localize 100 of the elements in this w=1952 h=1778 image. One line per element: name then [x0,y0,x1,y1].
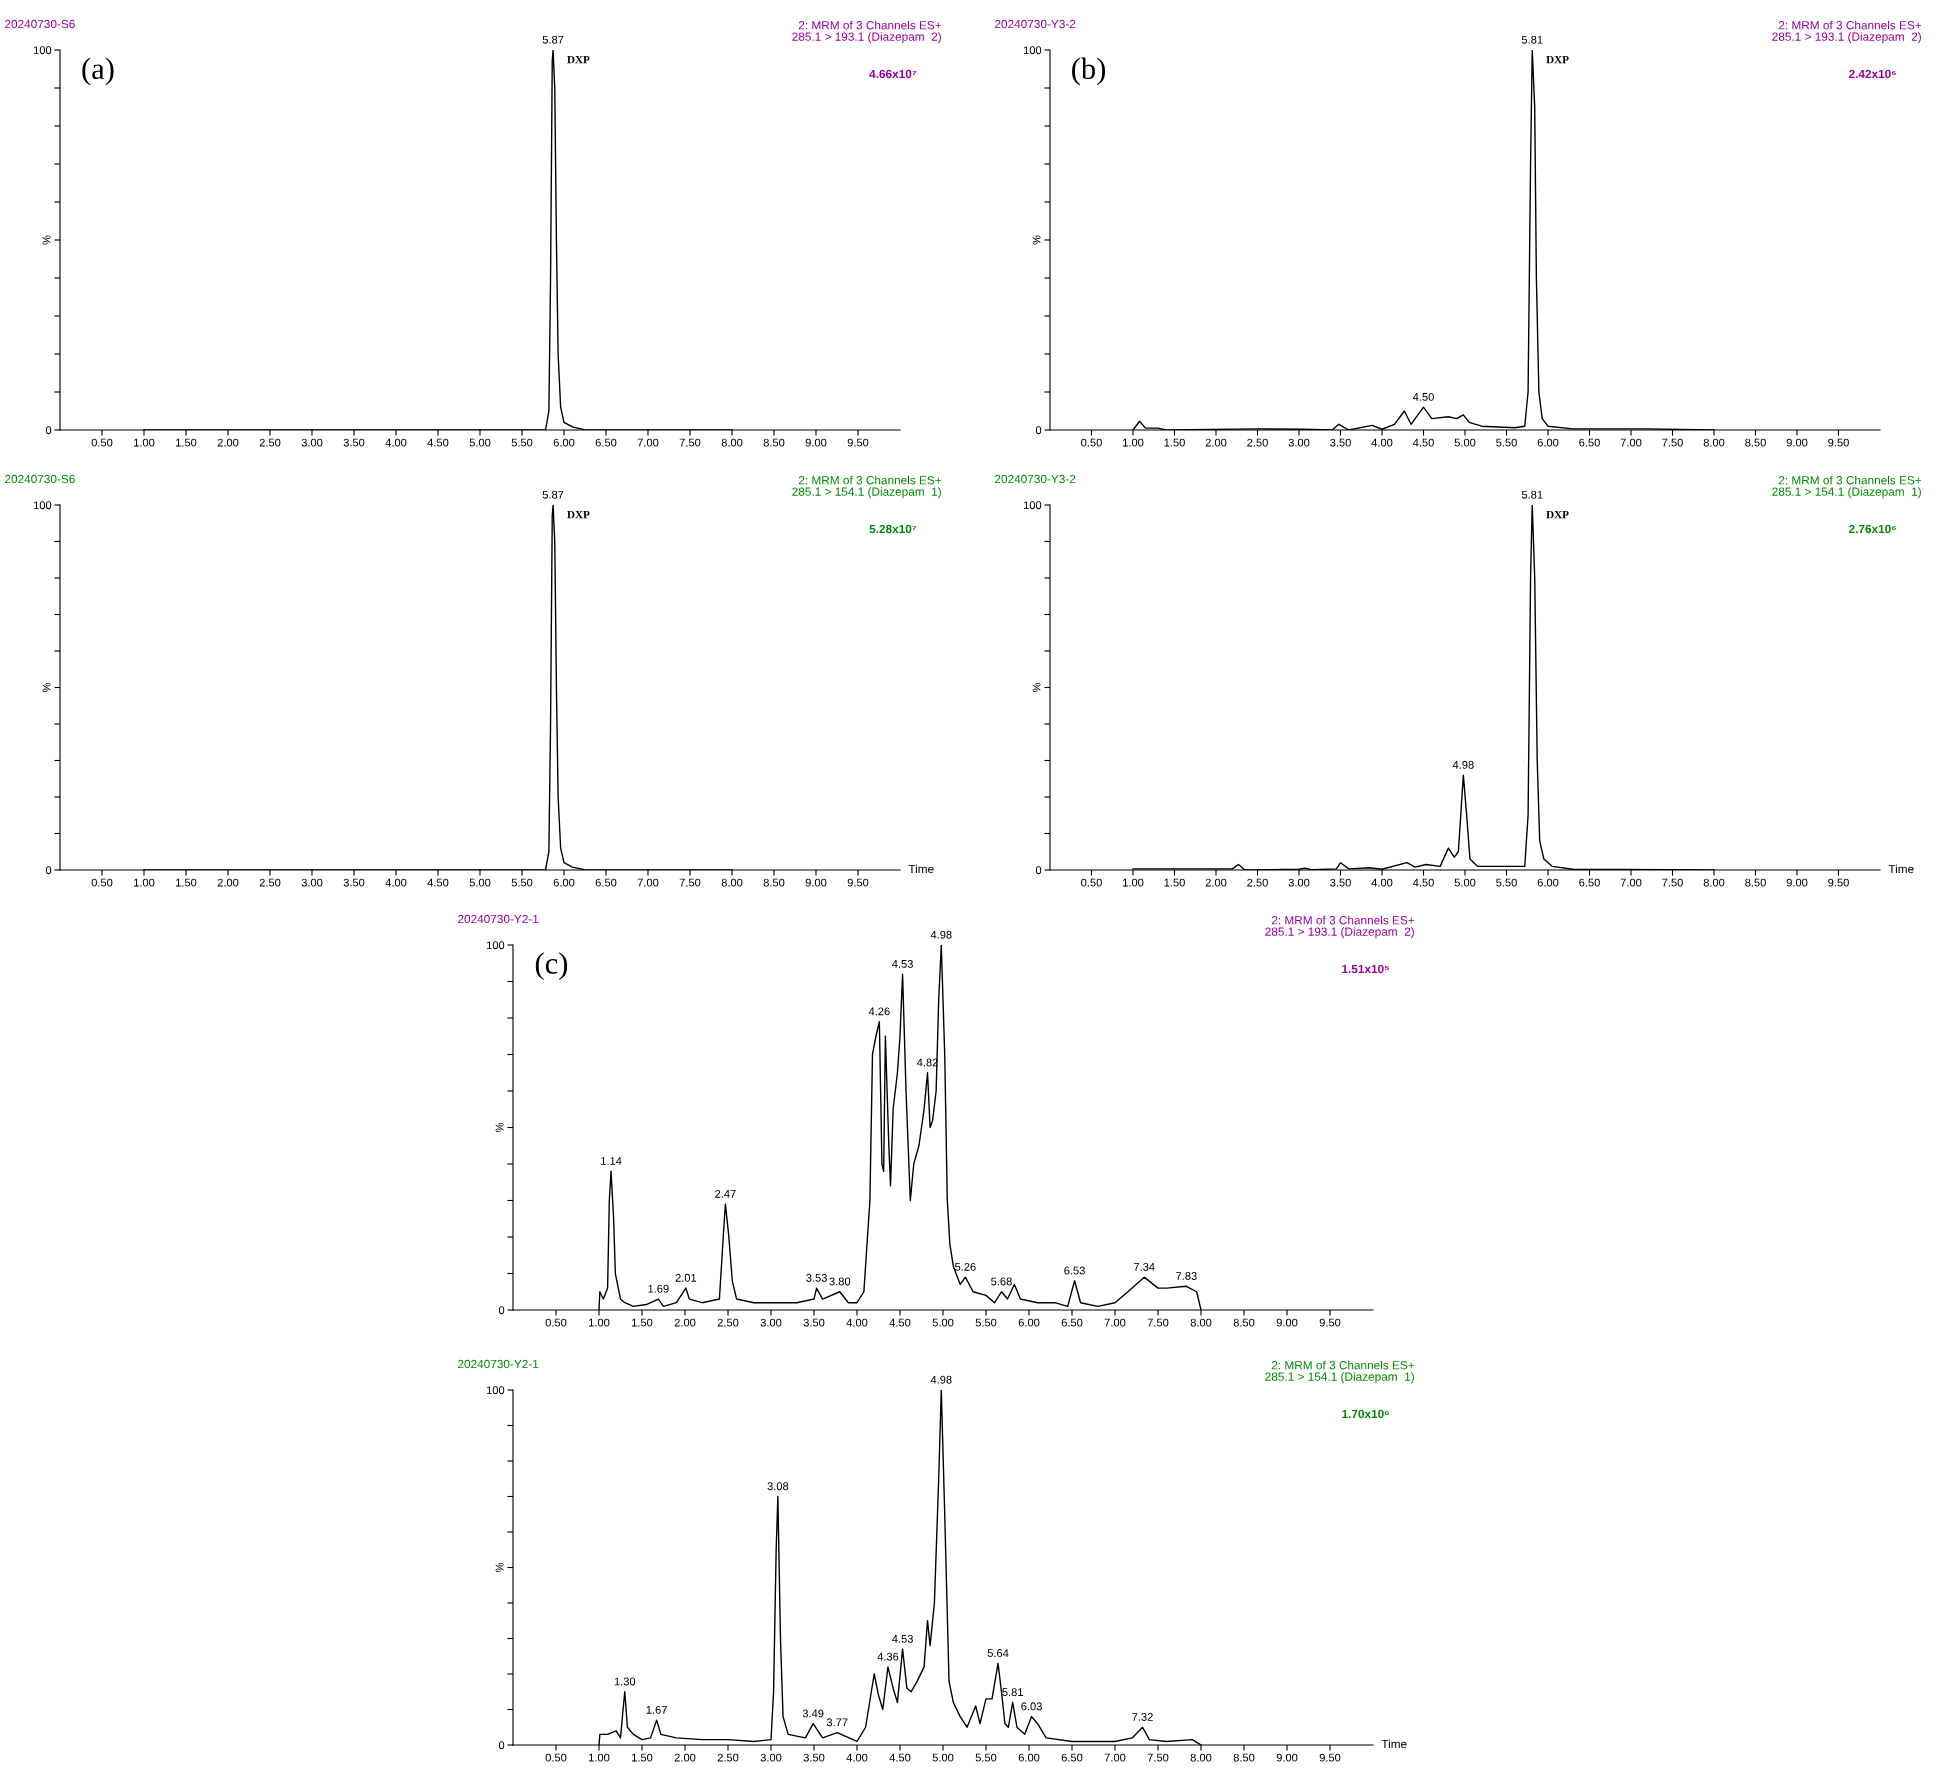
x-tick-label: 1.00 [134,878,155,887]
annotation: DXP [1546,55,1569,64]
x-tick-label: 2.50 [1247,878,1268,887]
annotation: 5.81 [1002,1688,1023,1697]
x-tick-label: 6.50 [595,438,617,447]
x-tick-label: 2.00 [217,878,239,887]
x-tick-label: 1.00 [134,438,155,447]
annotation: DXP [567,510,590,519]
y-tick-label: 0 [1035,426,1042,435]
x-tick-label: 3.00 [1288,878,1310,887]
x-tick-label: 9.00 [1786,438,1808,447]
chart-subtitle: 2: MRM of 3 Channels ES+ 285.1 > 154.1 (Diazepam 1) [1772,475,1922,499]
x-tick-label: 8.50 [1233,1318,1255,1327]
x-tick-label: 1.50 [632,1318,653,1327]
y-axis-title: % [1032,682,1041,693]
annotation: (a) [82,57,114,86]
x-tick-label: 4.50 [1412,878,1434,887]
annotation: 1.51x10⁵ [1342,964,1389,974]
annotation: DXP [1546,510,1569,519]
y-axis-title: % [42,682,51,693]
x-tick-label: 3.50 [1330,438,1351,447]
x-tick-label: 4.00 [385,438,407,447]
x-tick-label: 2.50 [259,438,281,447]
x-tick-label: 3.00 [760,1753,782,1762]
annotation: 2.01 [675,1273,697,1282]
chart-subtitle: 2: MRM of 3 Channels ES+ 285.1 > 193.1 (Diazepam 2) [1772,20,1922,44]
x-tick-label: 3.00 [301,438,323,447]
annotation: 4.53 [892,1634,913,1643]
x-tick-label: 3.50 [803,1753,825,1762]
x-tick-label: 1.50 [176,438,197,447]
annotation: 7.34 [1134,1262,1155,1271]
x-tick-label: 1.50 [1164,878,1185,887]
chart-title: 20240730-Y3-2 [995,474,1076,484]
x-tick-label: 5.50 [1496,438,1517,447]
chart-subtitle: 2: MRM of 3 Channels ES+ 285.1 > 154.1 (Diazepam 1) [792,475,942,499]
y-axis-title: % [495,1562,504,1573]
x-axis-title: Time [1381,1739,1407,1749]
x-tick-label: 3.50 [803,1318,825,1327]
x-tick-label: 4.00 [385,878,407,887]
annotation: 5.87 [542,490,564,499]
x-tick-label: 5.50 [975,1318,997,1327]
annotation: 4.36 [877,1652,899,1661]
annotation: 4.98 [1452,760,1474,769]
annotation: 4.26 [868,1007,890,1016]
x-tick-label: 3.00 [1288,438,1310,447]
x-tick-label: 6.00 [553,878,575,887]
x-tick-label: 3.50 [343,438,365,447]
x-tick-label: 0.50 [91,878,113,887]
x-tick-label: 5.00 [469,878,491,887]
x-tick-label: 7.00 [1104,1753,1126,1762]
x-tick-label: 8.50 [1745,878,1766,887]
y-axis-title: % [495,1122,504,1133]
x-tick-label: 5.50 [1496,878,1517,887]
chart-title: 20240730-Y2-1 [458,914,539,924]
x-axis-title: Time [1888,864,1914,874]
x-tick-label: 4.00 [1371,878,1393,887]
x-tick-label: 7.50 [679,878,701,887]
y-tick-label: 100 [33,46,52,55]
y-axis-title: % [42,235,51,245]
y-tick-label: 0 [1035,866,1042,875]
x-tick-label: 0.50 [1081,878,1102,887]
x-tick-label: 1.50 [632,1753,653,1762]
annotation: 2.42x10⁶ [1848,69,1896,79]
y-tick-label: 100 [1023,46,1042,55]
y-tick-label: 100 [486,1386,505,1395]
annotation: 3.08 [767,1482,789,1491]
x-tick-label: 1.00 [1123,438,1144,447]
annotation: 4.66x10⁷ [869,69,917,79]
x-tick-label: 9.00 [805,438,827,447]
annotation: 5.68 [991,1277,1012,1286]
annotation: 5.81 [1521,35,1543,44]
x-tick-label: 2.50 [1247,438,1268,447]
x-tick-label: 5.00 [469,438,491,447]
x-tick-label: 7.50 [1662,438,1683,447]
x-tick-label: 9.50 [1319,1318,1341,1327]
x-tick-label: 8.00 [1190,1753,1212,1762]
x-tick-label: 6.00 [1018,1753,1040,1762]
x-tick-label: 5.50 [511,438,533,447]
chart-title: 20240730-Y3-2 [995,19,1076,29]
x-tick-label: 3.50 [1330,878,1351,887]
x-tick-label: 8.50 [763,878,785,887]
x-tick-label: 9.00 [805,878,827,887]
x-tick-label: 8.50 [1745,438,1766,447]
x-tick-label: 7.00 [1104,1318,1126,1327]
x-tick-label: 3.00 [301,878,323,887]
chart-title: 20240730-Y2-1 [458,1359,539,1369]
y-tick-label: 0 [45,866,52,875]
x-tick-label: 8.00 [721,438,743,447]
x-tick-label: 5.00 [932,1753,954,1762]
chart-subtitle: 2: MRM of 3 Channels ES+ 285.1 > 193.1 (Diazepam 2) [792,20,942,44]
annotation: 3.49 [802,1709,824,1718]
x-tick-label: 2.50 [259,878,281,887]
chart-title: 20240730-S6 [5,19,75,29]
annotation: 3.80 [829,1277,851,1286]
y-axis-title: % [1032,235,1041,245]
x-tick-label: 2.00 [674,1318,696,1327]
x-tick-label: 8.50 [1233,1753,1255,1762]
x-tick-label: 7.50 [1662,878,1683,887]
annotation: 1.30 [614,1677,636,1686]
annotation: 1.14 [601,1157,622,1165]
